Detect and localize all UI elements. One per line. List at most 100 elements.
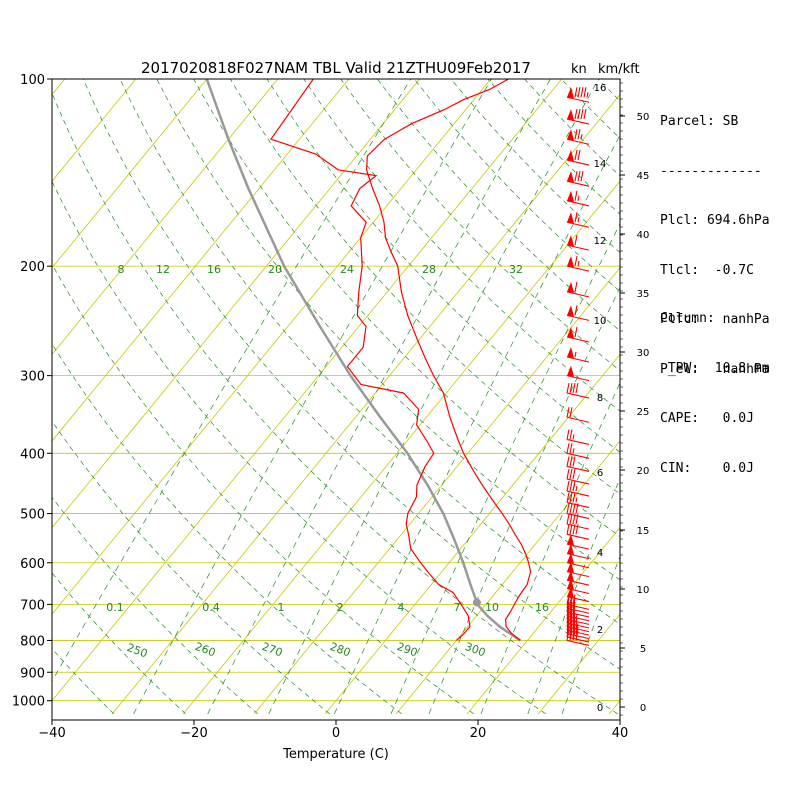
parcel-info-line: CIN: 0.0J — [660, 460, 754, 476]
dry-adiabat-line — [52, 572, 186, 715]
mixing-ratio-label: 8 — [118, 263, 125, 276]
wind-barb — [566, 212, 590, 228]
mixing-ratio-line — [390, 222, 620, 715]
dry-adiabat-line — [119, 79, 620, 625]
dry-adiabat-label: 300 — [463, 640, 487, 659]
wind-barb — [566, 108, 590, 125]
dewpoint-profile-line — [270, 79, 471, 641]
wind-barb — [566, 480, 590, 497]
mixing-ratio-line — [207, 79, 551, 715]
isotherm-line — [324, 353, 620, 715]
mixing-ratio-label: 10 — [485, 601, 499, 614]
km-tick-label: 16 — [594, 83, 607, 94]
isotherm-line — [182, 180, 620, 715]
temp-tick-label: −20 — [180, 726, 207, 741]
wind-barb — [566, 171, 590, 187]
dry-adiabat-line — [52, 91, 618, 715]
wind-barb — [566, 534, 590, 550]
isotherm-line — [253, 267, 620, 715]
mixing-ratio-label: 1 — [278, 601, 285, 614]
mixing-ratio-label: 32 — [509, 263, 523, 276]
temperature-profile-line — [365, 79, 532, 641]
dry-adiabat-line — [52, 420, 330, 715]
pressure-tick-label: 300 — [20, 370, 45, 385]
wind-barb — [566, 443, 590, 459]
isotherm-line — [111, 93, 620, 715]
mixing-ratio-label: 0.4 — [202, 601, 220, 614]
plot-frame — [51, 78, 621, 721]
kft-tick-label: 45 — [637, 171, 650, 182]
mixing-ratio-label: 4 — [398, 601, 405, 614]
temp-tick-label: 20 — [470, 726, 487, 741]
isotherm-line — [395, 440, 620, 715]
x-axis-label: Temperature (C) — [282, 747, 389, 762]
temp-tick-label: −40 — [38, 726, 65, 741]
wind-barb — [566, 87, 590, 103]
dry-adiabat-line — [266, 79, 620, 453]
km-tick-label: 4 — [597, 548, 603, 559]
kft-tick-label: 15 — [637, 526, 650, 537]
temp-tick-label: 0 — [332, 726, 340, 741]
pressure-tick-label: 400 — [20, 447, 45, 462]
column-info-panel: Column: TPW: 10.8 mm — [660, 278, 770, 394]
parcel-info-line: Parcel: SB — [660, 114, 739, 129]
dry-adiabat-label: 250 — [125, 641, 149, 660]
mixing-ratio-line — [133, 79, 492, 715]
wind-barb — [566, 552, 590, 569]
wind-barb — [566, 612, 590, 629]
km-tick-label: 14 — [594, 159, 607, 170]
wind-barb — [566, 256, 590, 272]
wind-barb — [566, 570, 590, 586]
mixing-ratio-label: 2 — [337, 601, 344, 614]
wind-barb — [566, 616, 590, 633]
km-tick-label: 2 — [597, 625, 603, 636]
parcel-info-line: CAPE: 0.0J — [660, 411, 754, 426]
isotherm-line — [52, 79, 492, 615]
mixing-ratio-line — [334, 134, 620, 715]
dry-adiabat-label: 260 — [193, 640, 217, 659]
km-tick-label: 0 — [597, 703, 603, 714]
mixing-ratio-line — [268, 79, 599, 715]
mixing-ratio-label: 16 — [535, 601, 549, 614]
isotherm-line — [52, 79, 66, 96]
pressure-tick-label: 600 — [20, 557, 45, 572]
isotherm-line — [52, 79, 350, 442]
kft-tick-label: 10 — [637, 585, 650, 596]
mixing-ratio-label: 24 — [340, 263, 354, 276]
parcel-info-line: P_el: nanhPa — [660, 361, 770, 377]
wind-barb — [566, 609, 590, 625]
wind-barb — [566, 605, 590, 622]
wind-barb — [566, 190, 590, 207]
column-info-line: TPW: 10.8 mm — [660, 360, 770, 376]
mixing-ratio-line — [52, 79, 412, 682]
mixing-ratio-label: 7 — [454, 601, 461, 614]
dry-adiabat-line — [230, 79, 620, 495]
column-info-line: Column: — [660, 311, 715, 326]
pressure-tick-label: 500 — [20, 508, 45, 523]
pressure-tick-label: 200 — [20, 260, 45, 275]
wind-barb — [566, 326, 590, 343]
parcel-info-line: Tlcl: -0.7C — [660, 262, 754, 278]
wind-barb — [566, 365, 590, 382]
isotherm-line — [52, 79, 137, 182]
parcel-info-line: Plfc: nanhPa — [660, 312, 770, 327]
isotherm-line — [52, 79, 208, 269]
pressure-tick-label: 900 — [20, 666, 45, 681]
wind-barb — [566, 129, 590, 145]
mixing-ratio-label: 20 — [268, 263, 282, 276]
mixing-ratio-label: 0.1 — [106, 601, 124, 614]
dry-adiabat-line — [52, 180, 546, 715]
dry-adiabat-label: 270 — [260, 640, 284, 659]
dry-adiabat-line — [52, 343, 402, 715]
kft-tick-label: 20 — [637, 466, 650, 477]
kft-tick-label: 30 — [637, 348, 650, 359]
wind-barb — [566, 429, 590, 445]
wind-barb — [566, 149, 590, 166]
kft-tick-label: 25 — [637, 407, 650, 418]
height-unit-label: km/kft — [598, 62, 640, 77]
isotherm-line — [52, 79, 421, 529]
wind-barb — [566, 492, 590, 509]
isotherm-line — [52, 79, 279, 355]
km-tick-label: 6 — [597, 468, 603, 479]
